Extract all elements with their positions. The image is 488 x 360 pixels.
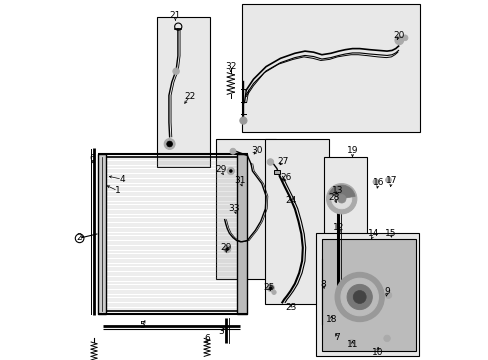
Bar	[98, 154, 106, 314]
Text: 27: 27	[276, 157, 288, 166]
Text: 26: 26	[280, 173, 291, 181]
Text: 9: 9	[384, 287, 389, 296]
Circle shape	[335, 273, 384, 321]
Text: 6: 6	[204, 334, 209, 343]
Bar	[242, 4, 419, 132]
Text: 7: 7	[334, 333, 340, 342]
Bar	[236, 154, 247, 314]
Bar	[323, 157, 366, 234]
Circle shape	[340, 278, 378, 316]
Text: 16: 16	[372, 178, 384, 187]
Circle shape	[394, 36, 403, 45]
Bar	[316, 233, 418, 356]
Text: 13: 13	[332, 186, 343, 195]
Text: 19: 19	[346, 146, 358, 155]
Bar	[265, 139, 328, 304]
Circle shape	[372, 179, 378, 185]
Text: 11: 11	[346, 341, 358, 349]
Circle shape	[385, 292, 391, 298]
Bar	[321, 239, 415, 351]
Circle shape	[326, 184, 356, 214]
Text: 22: 22	[184, 92, 195, 101]
Circle shape	[346, 284, 371, 310]
Circle shape	[172, 68, 179, 75]
Text: 32: 32	[224, 62, 236, 71]
Bar	[273, 170, 279, 174]
Circle shape	[348, 339, 354, 346]
Text: 14: 14	[367, 230, 378, 238]
Text: 31: 31	[234, 176, 245, 185]
Text: 18: 18	[325, 315, 337, 324]
Text: 23: 23	[285, 303, 296, 312]
Text: 2: 2	[77, 233, 82, 242]
Text: 29: 29	[220, 243, 231, 252]
Circle shape	[266, 284, 274, 292]
Circle shape	[223, 246, 230, 253]
Text: 1: 1	[115, 186, 121, 195]
Text: 33: 33	[228, 203, 240, 212]
Circle shape	[227, 167, 234, 175]
Circle shape	[164, 139, 175, 149]
Text: 15: 15	[384, 229, 396, 238]
Circle shape	[239, 117, 246, 124]
Text: 20: 20	[392, 31, 404, 40]
Text: 30: 30	[250, 146, 262, 155]
Circle shape	[269, 287, 272, 289]
Circle shape	[383, 335, 389, 342]
Circle shape	[225, 248, 228, 251]
Bar	[157, 17, 209, 167]
Text: 29: 29	[215, 165, 226, 174]
Wedge shape	[328, 185, 354, 199]
Text: 3: 3	[218, 327, 223, 336]
Circle shape	[230, 148, 235, 154]
Text: 4: 4	[119, 175, 124, 184]
Circle shape	[337, 194, 346, 203]
Bar	[103, 157, 240, 311]
Text: 21: 21	[169, 10, 181, 19]
Text: 17: 17	[385, 176, 396, 185]
Text: 24: 24	[285, 197, 296, 205]
Text: 12: 12	[332, 223, 344, 232]
Text: 10: 10	[371, 347, 383, 356]
Text: 28: 28	[328, 193, 340, 202]
Circle shape	[229, 170, 232, 172]
Circle shape	[166, 141, 172, 147]
Circle shape	[385, 177, 390, 183]
Text: 8: 8	[320, 280, 325, 289]
Bar	[216, 139, 276, 279]
Circle shape	[331, 189, 351, 209]
Circle shape	[401, 35, 407, 41]
Text: 6: 6	[89, 154, 95, 163]
Text: 25: 25	[263, 283, 274, 292]
Circle shape	[352, 291, 366, 303]
Circle shape	[271, 290, 276, 294]
Text: 5: 5	[139, 321, 144, 330]
Circle shape	[266, 159, 273, 165]
